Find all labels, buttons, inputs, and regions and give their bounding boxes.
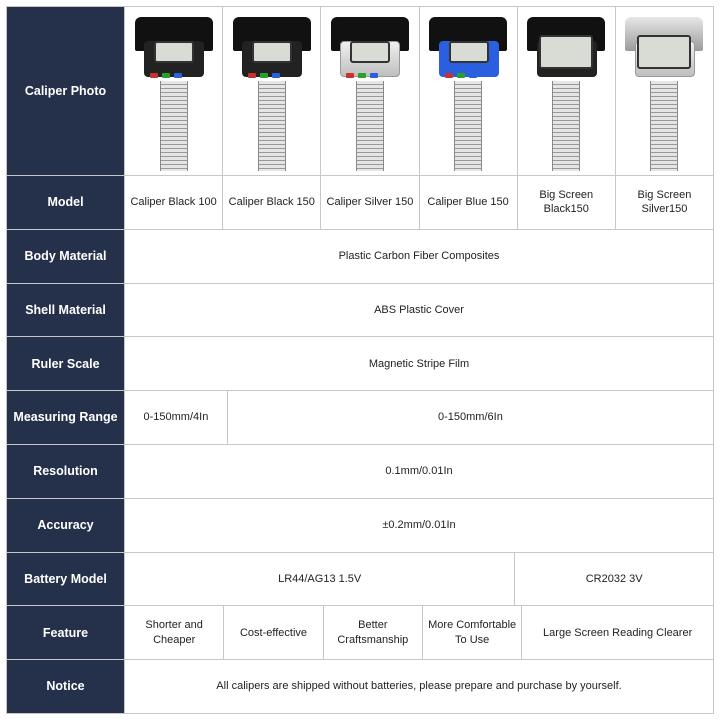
measuring-range-1: 0-150mm/4In xyxy=(125,391,228,444)
photo-cell xyxy=(223,7,321,175)
row-shell-material: Shell Material ABS Plastic Cover xyxy=(7,284,713,338)
photo-cell xyxy=(518,7,616,175)
caliper-icon xyxy=(226,11,317,171)
battery-2: CR2032 3V xyxy=(515,553,713,606)
ruler-scale-value: Magnetic Stripe Film xyxy=(125,337,713,390)
feature-cell: Better Craftsmanship xyxy=(324,606,423,659)
model-cell: Caliper Black 100 xyxy=(125,176,223,229)
caliper-icon xyxy=(128,11,219,171)
feature-cell: More Comfortable To Use xyxy=(423,606,522,659)
body-material-value: Plastic Carbon Fiber Composites xyxy=(125,230,713,283)
row-model: Model Caliper Black 100 Caliper Black 15… xyxy=(7,176,713,230)
photo-cell xyxy=(125,7,223,175)
row-notice: Notice All calipers are shipped without … xyxy=(7,660,713,713)
feature-large: Large Screen Reading Clearer xyxy=(522,606,713,659)
feature-cell: Shorter and Cheaper xyxy=(125,606,224,659)
accuracy-value: ±0.2mm/0.01In xyxy=(125,499,713,552)
model-cell: Big Screen Black150 xyxy=(518,176,616,229)
battery-1: LR44/AG13 1.5V xyxy=(125,553,515,606)
header-measuring-range: Measuring Range xyxy=(7,391,125,444)
caliper-icon xyxy=(521,11,612,171)
model-cell: Big Screen Silver150 xyxy=(616,176,713,229)
header-body-material: Body Material xyxy=(7,230,125,283)
shell-material-value: ABS Plastic Cover xyxy=(125,284,713,337)
header-model: Model xyxy=(7,176,125,229)
model-cell: Caliper Blue 150 xyxy=(420,176,518,229)
header-photo: Caliper Photo xyxy=(7,7,125,175)
row-photo: Caliper Photo xyxy=(7,7,713,176)
row-body-material: Body Material Plastic Carbon Fiber Compo… xyxy=(7,230,713,284)
row-resolution: Resolution 0.1mm/0.01In xyxy=(7,445,713,499)
header-shell-material: Shell Material xyxy=(7,284,125,337)
feature-cell: Cost-effective xyxy=(224,606,323,659)
header-battery-model: Battery Model xyxy=(7,553,125,606)
notice-value: All calipers are shipped without batteri… xyxy=(125,660,713,713)
row-ruler-scale: Ruler Scale Magnetic Stripe Film xyxy=(7,337,713,391)
resolution-value: 0.1mm/0.01In xyxy=(125,445,713,498)
model-cell: Caliper Black 150 xyxy=(223,176,321,229)
photo-cell xyxy=(321,7,419,175)
caliper-icon xyxy=(324,11,415,171)
caliper-icon xyxy=(619,11,710,171)
row-feature: Feature Shorter and Cheaper Cost-effecti… xyxy=(7,606,713,660)
comparison-table: Caliper Photo xyxy=(6,6,714,714)
photo-cell xyxy=(420,7,518,175)
header-accuracy: Accuracy xyxy=(7,499,125,552)
row-accuracy: Accuracy ±0.2mm/0.01In xyxy=(7,499,713,553)
row-measuring-range: Measuring Range 0-150mm/4In 0-150mm/6In xyxy=(7,391,713,445)
row-battery-model: Battery Model LR44/AG13 1.5V CR2032 3V xyxy=(7,553,713,607)
photo-cell xyxy=(616,7,713,175)
header-notice: Notice xyxy=(7,660,125,713)
model-cell: Caliper Silver 150 xyxy=(321,176,419,229)
header-ruler-scale: Ruler Scale xyxy=(7,337,125,390)
measuring-range-rest: 0-150mm/6In xyxy=(228,391,713,444)
header-resolution: Resolution xyxy=(7,445,125,498)
caliper-icon xyxy=(423,11,514,171)
header-feature: Feature xyxy=(7,606,125,659)
